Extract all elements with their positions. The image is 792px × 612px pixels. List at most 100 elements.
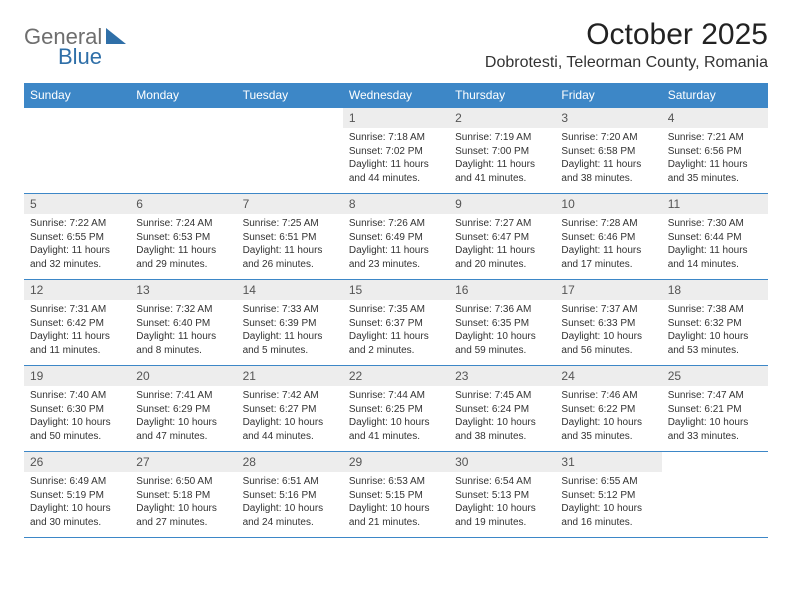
day-details: Sunrise: 7:42 AMSunset: 6:27 PMDaylight:… [237,386,343,451]
sunrise-line: Sunrise: 7:20 AM [561,131,655,145]
sunrise-line: Sunrise: 7:18 AM [349,131,443,145]
day-details: Sunrise: 7:33 AMSunset: 6:39 PMDaylight:… [237,300,343,365]
daylight-line: Daylight: 10 hours and 59 minutes. [455,330,549,357]
sunrise-line: Sunrise: 7:21 AM [668,131,762,145]
day-number: 15 [343,280,449,300]
sunset-line: Sunset: 6:33 PM [561,317,655,331]
day-number: 10 [555,194,661,214]
day-number: 13 [130,280,236,300]
sunrise-line: Sunrise: 7:40 AM [30,389,124,403]
sunrise-line: Sunrise: 7:42 AM [243,389,337,403]
daylight-line: Daylight: 10 hours and 33 minutes. [668,416,762,443]
calendar-table: Sunday Monday Tuesday Wednesday Thursday… [24,83,768,538]
sunset-line: Sunset: 6:30 PM [30,403,124,417]
calendar-cell: 25Sunrise: 7:47 AMSunset: 6:21 PMDayligh… [662,366,768,452]
daylight-line: Daylight: 10 hours and 41 minutes. [349,416,443,443]
day-details: Sunrise: 7:19 AMSunset: 7:00 PMDaylight:… [449,128,555,193]
empty-cell [237,108,343,166]
sunrise-line: Sunrise: 6:51 AM [243,475,337,489]
day-number: 2 [449,108,555,128]
day-details: Sunrise: 7:45 AMSunset: 6:24 PMDaylight:… [449,386,555,451]
daylight-line: Daylight: 10 hours and 19 minutes. [455,502,549,529]
sunset-line: Sunset: 5:15 PM [349,489,443,503]
daylight-line: Daylight: 11 hours and 11 minutes. [30,330,124,357]
sunset-line: Sunset: 6:21 PM [668,403,762,417]
day-details: Sunrise: 7:35 AMSunset: 6:37 PMDaylight:… [343,300,449,365]
daylight-line: Daylight: 11 hours and 2 minutes. [349,330,443,357]
calendar-cell: 29Sunrise: 6:53 AMSunset: 5:15 PMDayligh… [343,452,449,538]
day-details: Sunrise: 7:46 AMSunset: 6:22 PMDaylight:… [555,386,661,451]
day-details: Sunrise: 7:27 AMSunset: 6:47 PMDaylight:… [449,214,555,279]
day-details: Sunrise: 6:53 AMSunset: 5:15 PMDaylight:… [343,472,449,537]
sunset-line: Sunset: 6:53 PM [136,231,230,245]
day-details: Sunrise: 7:21 AMSunset: 6:56 PMDaylight:… [662,128,768,193]
sunset-line: Sunset: 6:46 PM [561,231,655,245]
empty-cell [662,452,768,510]
daylight-line: Daylight: 10 hours and 35 minutes. [561,416,655,443]
daylight-line: Daylight: 11 hours and 38 minutes. [561,158,655,185]
calendar-cell: 30Sunrise: 6:54 AMSunset: 5:13 PMDayligh… [449,452,555,538]
daylight-line: Daylight: 11 hours and 29 minutes. [136,244,230,271]
day-details: Sunrise: 7:25 AMSunset: 6:51 PMDaylight:… [237,214,343,279]
sunset-line: Sunset: 6:58 PM [561,145,655,159]
sunset-line: Sunset: 6:32 PM [668,317,762,331]
sunset-line: Sunset: 6:49 PM [349,231,443,245]
daylight-line: Daylight: 11 hours and 23 minutes. [349,244,443,271]
calendar-cell: 31Sunrise: 6:55 AMSunset: 5:12 PMDayligh… [555,452,661,538]
day-details: Sunrise: 6:49 AMSunset: 5:19 PMDaylight:… [24,472,130,537]
calendar-cell: 24Sunrise: 7:46 AMSunset: 6:22 PMDayligh… [555,366,661,452]
daylight-line: Daylight: 11 hours and 5 minutes. [243,330,337,357]
day-number: 30 [449,452,555,472]
daylight-line: Daylight: 10 hours and 16 minutes. [561,502,655,529]
weekday-header: Friday [555,83,661,108]
weekday-header: Monday [130,83,236,108]
day-number: 1 [343,108,449,128]
calendar-cell [24,108,130,194]
calendar-cell: 6Sunrise: 7:24 AMSunset: 6:53 PMDaylight… [130,194,236,280]
sunrise-line: Sunrise: 7:44 AM [349,389,443,403]
sunrise-line: Sunrise: 7:36 AM [455,303,549,317]
day-number: 29 [343,452,449,472]
location-line: Dobrotesti, Teleorman County, Romania [485,54,768,72]
calendar-cell: 26Sunrise: 6:49 AMSunset: 5:19 PMDayligh… [24,452,130,538]
day-details: Sunrise: 6:50 AMSunset: 5:18 PMDaylight:… [130,472,236,537]
calendar-cell: 21Sunrise: 7:42 AMSunset: 6:27 PMDayligh… [237,366,343,452]
day-number: 17 [555,280,661,300]
sunset-line: Sunset: 6:56 PM [668,145,762,159]
logo: General Blue [24,18,144,73]
day-details: Sunrise: 7:47 AMSunset: 6:21 PMDaylight:… [662,386,768,451]
daylight-line: Daylight: 10 hours and 53 minutes. [668,330,762,357]
calendar-cell: 15Sunrise: 7:35 AMSunset: 6:37 PMDayligh… [343,280,449,366]
calendar-week-row: 12Sunrise: 7:31 AMSunset: 6:42 PMDayligh… [24,280,768,366]
sunset-line: Sunset: 5:18 PM [136,489,230,503]
empty-cell [130,108,236,166]
daylight-line: Daylight: 10 hours and 21 minutes. [349,502,443,529]
daylight-line: Daylight: 10 hours and 56 minutes. [561,330,655,357]
sunset-line: Sunset: 6:22 PM [561,403,655,417]
sunset-line: Sunset: 6:29 PM [136,403,230,417]
calendar-cell: 14Sunrise: 7:33 AMSunset: 6:39 PMDayligh… [237,280,343,366]
sunset-line: Sunset: 6:25 PM [349,403,443,417]
sunset-line: Sunset: 7:00 PM [455,145,549,159]
sunset-line: Sunset: 6:37 PM [349,317,443,331]
sunset-line: Sunset: 5:12 PM [561,489,655,503]
calendar-cell: 27Sunrise: 6:50 AMSunset: 5:18 PMDayligh… [130,452,236,538]
day-details: Sunrise: 7:32 AMSunset: 6:40 PMDaylight:… [130,300,236,365]
day-details: Sunrise: 7:40 AMSunset: 6:30 PMDaylight:… [24,386,130,451]
sunrise-line: Sunrise: 7:32 AM [136,303,230,317]
sunset-line: Sunset: 6:42 PM [30,317,124,331]
weekday-header: Tuesday [237,83,343,108]
day-details: Sunrise: 6:55 AMSunset: 5:12 PMDaylight:… [555,472,661,537]
day-details: Sunrise: 7:30 AMSunset: 6:44 PMDaylight:… [662,214,768,279]
sunset-line: Sunset: 6:35 PM [455,317,549,331]
daylight-line: Daylight: 11 hours and 26 minutes. [243,244,337,271]
sunrise-line: Sunrise: 6:55 AM [561,475,655,489]
day-number: 3 [555,108,661,128]
day-number: 22 [343,366,449,386]
daylight-line: Daylight: 11 hours and 14 minutes. [668,244,762,271]
daylight-line: Daylight: 10 hours and 44 minutes. [243,416,337,443]
sunset-line: Sunset: 6:24 PM [455,403,549,417]
day-number: 23 [449,366,555,386]
sunset-line: Sunset: 7:02 PM [349,145,443,159]
day-number: 26 [24,452,130,472]
